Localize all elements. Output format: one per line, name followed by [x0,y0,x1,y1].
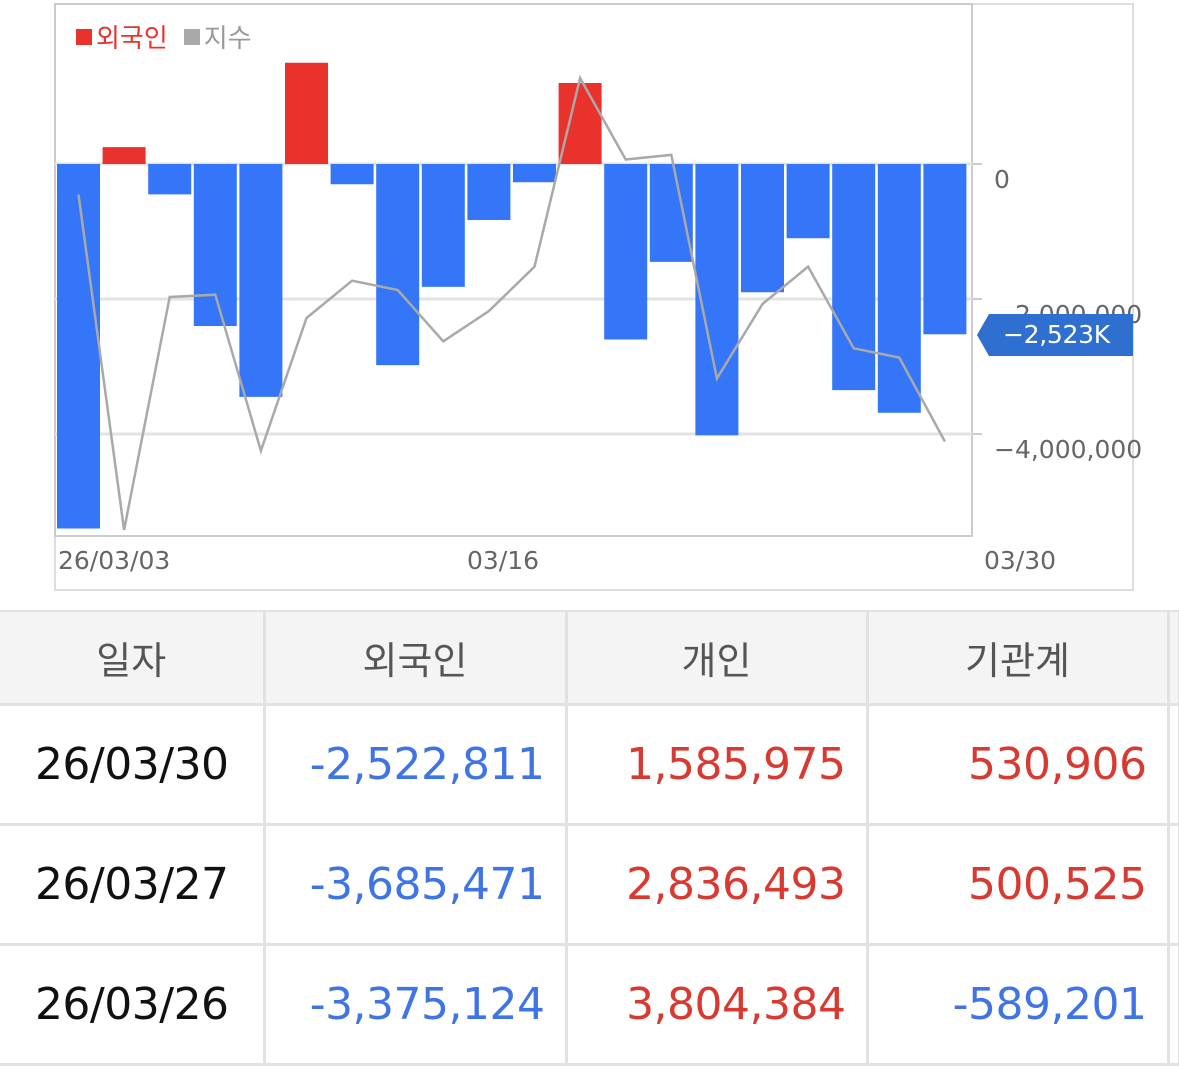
y-tick-label: −4,000,000 [994,435,1142,464]
table-header-row: 일자 외국인 개인 기관계 [0,610,1179,706]
bar [467,164,511,221]
bar [239,164,283,397]
bar [832,164,876,391]
cell-individual: 2,836,493 [566,824,869,946]
legend-label-index: 지수 [203,24,252,54]
bar [57,164,100,529]
cell-overflow [1168,704,1179,826]
cell-overflow [1168,944,1179,1066]
legend-swatch-index [183,28,200,45]
cell-foreign: -3,375,124 [264,944,568,1066]
bar [786,164,830,239]
bar [649,164,693,262]
header-foreign: 외국인 [264,610,568,706]
bar [558,83,602,164]
bar [330,164,374,185]
bar [604,164,648,340]
legend-swatch-foreign [76,28,92,45]
cell-date: 26/03/26 [0,944,266,1066]
plot-area-frame [54,3,973,537]
cell-institution: 500,525 [867,824,1170,946]
cell-foreign: -3,685,471 [264,824,568,946]
cell-date: 26/03/30 [0,704,266,826]
table-row[interactable]: 26/03/26 -3,375,124 3,804,384 -589,201 [0,944,1179,1066]
legend-item-index: 지수 [183,18,252,55]
header-institution: 기관계 [867,610,1170,706]
bar [102,147,146,164]
cell-individual: 3,804,384 [566,944,869,1066]
cell-foreign: -2,522,811 [264,704,568,826]
bar [285,62,328,164]
index-line-series [77,74,946,531]
table-row[interactable]: 26/03/27 -3,685,471 2,836,493 500,525 [0,824,1179,946]
x-axis-ticks: 26/03/03 03/16 03/30 [58,546,1056,575]
bar [923,164,967,335]
bar [695,164,739,436]
bar [741,164,784,293]
current-value-tag: −2,523K [977,314,1133,356]
cell-institution: 530,906 [867,704,1170,826]
bar-series [57,62,967,529]
bar [877,164,921,413]
table-row[interactable]: 26/03/30 -2,522,811 1,585,975 530,906 [0,704,1179,826]
header-individual: 개인 [566,610,869,706]
cell-date: 26/03/27 [0,824,266,946]
legend-item-foreign: 외국인 [76,18,168,55]
bar [193,164,237,326]
bar [148,164,192,195]
header-date: 일자 [0,610,266,706]
chart-legend: 외국인 지수 [76,18,252,55]
investor-chart: 0−2,000,000−4,000,000 26/03/0303/1603/30… [54,3,1142,591]
header-overflow [1168,610,1179,706]
bar [376,164,420,366]
bar [421,164,465,287]
legend-label-foreign: 외국인 [96,24,168,54]
x-tick-label: 03/16 [467,546,539,575]
y-tick-label: 0 [994,165,1010,194]
cell-individual: 1,585,975 [566,704,869,826]
cell-overflow [1168,824,1179,946]
bar [513,164,556,183]
x-tick-label: 03/30 [984,546,1056,575]
x-tick-label: 26/03/03 [58,546,170,575]
investor-table: 일자 외국인 개인 기관계 26/03/30 -2,522,811 1,585,… [0,610,1179,1066]
cell-institution: -589,201 [867,944,1170,1066]
index-line [77,74,946,531]
